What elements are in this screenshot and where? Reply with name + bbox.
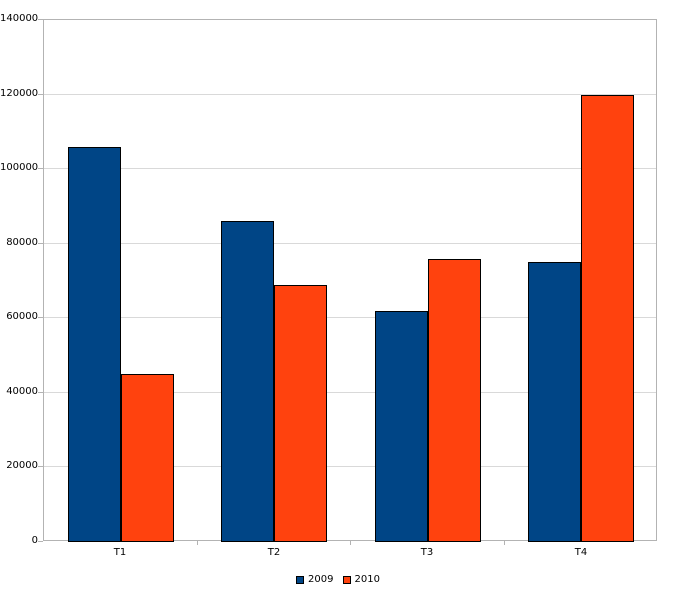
bar-2009-t3: [375, 311, 428, 542]
legend-swatch-2009: [296, 576, 305, 584]
y-axis-label-0: 0: [31, 535, 38, 546]
gridline-80000: [44, 243, 656, 244]
y-axis-tick-120000: [38, 94, 43, 95]
legend-item-2009: 2009: [296, 574, 334, 586]
x-axis-label-t4: T4: [574, 547, 588, 558]
x-axis-label-t3: T3: [420, 547, 434, 558]
y-axis-tick-40000: [38, 392, 43, 393]
y-axis-tick-100000: [38, 168, 43, 169]
legend: 2009 2010: [0, 573, 676, 587]
y-axis-tick-80000: [38, 243, 43, 244]
x-axis-label-t1: T1: [113, 547, 127, 558]
gridline-100000: [44, 168, 656, 169]
bar-2010-t3: [428, 259, 481, 542]
y-axis-tick-140000: [38, 19, 43, 20]
y-axis-tick-20000: [38, 466, 43, 467]
y-axis-label-80000: 80000: [6, 237, 38, 248]
x-axis-tick-3: [504, 541, 505, 545]
y-axis-label-100000: 100000: [0, 162, 39, 173]
x-axis-tick-1: [197, 541, 198, 545]
bar-2009-t2: [221, 221, 274, 542]
y-axis-label-140000: 140000: [0, 13, 39, 24]
legend-label-2009: 2009: [308, 574, 334, 585]
legend-label-2010: 2010: [354, 574, 380, 585]
x-axis-label-t2: T2: [267, 547, 281, 558]
bar-2010-t1: [121, 374, 174, 542]
gridline-120000: [44, 94, 656, 95]
gridline-60000: [44, 317, 656, 318]
y-axis-label-120000: 120000: [0, 88, 39, 99]
y-axis-tick-60000: [38, 317, 43, 318]
y-axis-label-60000: 60000: [6, 311, 38, 322]
plot-area: [43, 19, 657, 542]
bar-2010-t2: [274, 285, 327, 542]
gridline-40000: [44, 392, 656, 393]
y-axis-label-20000: 20000: [6, 460, 38, 471]
bar-2009-t4: [528, 262, 581, 542]
bar-2010-t4: [581, 95, 634, 542]
legend-item-2010: 2010: [342, 574, 380, 586]
gridline-20000: [44, 466, 656, 467]
y-axis-label-40000: 40000: [6, 386, 38, 397]
bar-2009-t1: [68, 147, 121, 542]
y-axis-tick-0: [38, 541, 43, 542]
x-axis-tick-2: [350, 541, 351, 545]
legend-swatch-2010: [342, 576, 351, 584]
